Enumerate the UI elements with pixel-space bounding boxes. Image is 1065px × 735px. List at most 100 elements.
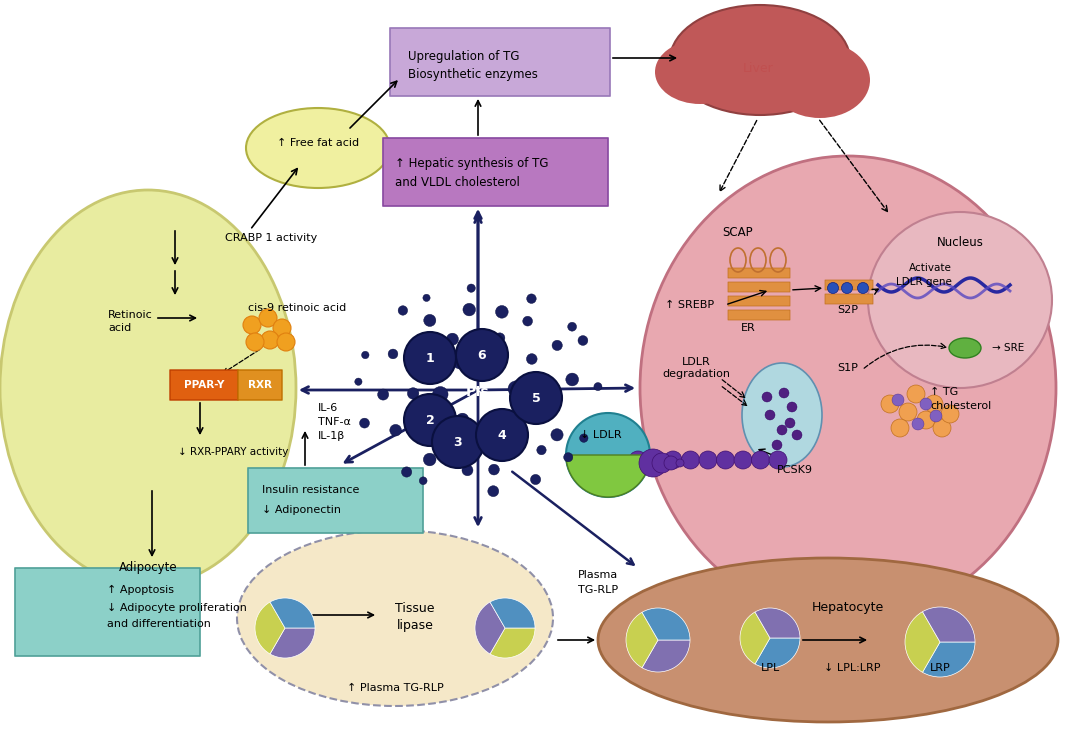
Ellipse shape bbox=[640, 156, 1056, 620]
Wedge shape bbox=[475, 602, 505, 654]
Wedge shape bbox=[255, 602, 285, 654]
Circle shape bbox=[456, 413, 469, 426]
Ellipse shape bbox=[246, 108, 390, 188]
Text: TG-RLP: TG-RLP bbox=[578, 585, 618, 595]
Circle shape bbox=[488, 412, 502, 426]
Wedge shape bbox=[490, 628, 535, 658]
Circle shape bbox=[495, 306, 508, 318]
Circle shape bbox=[578, 336, 588, 345]
Circle shape bbox=[792, 430, 802, 440]
Circle shape bbox=[907, 385, 925, 403]
Text: 2: 2 bbox=[426, 414, 435, 426]
Circle shape bbox=[530, 474, 541, 484]
Circle shape bbox=[361, 351, 368, 359]
Circle shape bbox=[646, 451, 665, 469]
Circle shape bbox=[388, 349, 398, 359]
Wedge shape bbox=[905, 612, 940, 673]
Circle shape bbox=[398, 306, 408, 315]
Ellipse shape bbox=[237, 530, 553, 706]
FancyBboxPatch shape bbox=[237, 370, 282, 400]
Circle shape bbox=[402, 467, 412, 477]
Circle shape bbox=[930, 410, 943, 422]
FancyBboxPatch shape bbox=[825, 294, 873, 304]
Circle shape bbox=[785, 418, 794, 428]
Circle shape bbox=[277, 333, 295, 351]
Text: RXR: RXR bbox=[248, 380, 272, 390]
Circle shape bbox=[510, 372, 562, 424]
Circle shape bbox=[453, 354, 468, 369]
Circle shape bbox=[769, 451, 787, 469]
Wedge shape bbox=[490, 598, 535, 628]
Circle shape bbox=[933, 419, 951, 437]
Text: Hepatocyte: Hepatocyte bbox=[812, 601, 884, 614]
Ellipse shape bbox=[868, 212, 1052, 388]
Circle shape bbox=[920, 398, 932, 410]
Wedge shape bbox=[271, 598, 315, 628]
Circle shape bbox=[891, 419, 910, 437]
Circle shape bbox=[925, 395, 943, 413]
Circle shape bbox=[378, 389, 389, 400]
Wedge shape bbox=[922, 607, 974, 642]
Text: ↑ TG: ↑ TG bbox=[930, 387, 958, 397]
Text: IL-6: IL-6 bbox=[318, 403, 339, 413]
Circle shape bbox=[488, 486, 498, 497]
Text: Tissue: Tissue bbox=[395, 601, 435, 614]
Circle shape bbox=[652, 453, 672, 473]
Text: 3: 3 bbox=[454, 436, 462, 448]
Circle shape bbox=[446, 333, 458, 345]
Ellipse shape bbox=[655, 40, 746, 104]
Circle shape bbox=[468, 284, 475, 293]
FancyBboxPatch shape bbox=[248, 468, 423, 533]
Text: LDLR gene: LDLR gene bbox=[896, 277, 952, 287]
Text: TNF-α: TNF-α bbox=[318, 417, 350, 427]
Circle shape bbox=[841, 282, 852, 293]
Wedge shape bbox=[642, 640, 690, 672]
Text: LDLR
degradation: LDLR degradation bbox=[662, 357, 730, 379]
FancyBboxPatch shape bbox=[728, 310, 790, 320]
Circle shape bbox=[699, 451, 717, 469]
Circle shape bbox=[881, 395, 899, 413]
Text: and differentiation: and differentiation bbox=[106, 619, 211, 629]
Circle shape bbox=[432, 416, 484, 468]
Text: S1P: S1P bbox=[837, 363, 858, 373]
Ellipse shape bbox=[566, 413, 650, 497]
FancyBboxPatch shape bbox=[728, 296, 790, 306]
Circle shape bbox=[537, 390, 548, 401]
Text: and VLDL cholesterol: and VLDL cholesterol bbox=[395, 176, 520, 188]
Text: LRP: LRP bbox=[930, 663, 950, 673]
Circle shape bbox=[360, 418, 370, 428]
Circle shape bbox=[419, 416, 429, 426]
Text: PIs: PIs bbox=[466, 385, 490, 399]
Circle shape bbox=[629, 451, 648, 469]
Circle shape bbox=[563, 453, 573, 462]
Circle shape bbox=[495, 435, 508, 448]
Text: Retinoic: Retinoic bbox=[108, 310, 152, 320]
Circle shape bbox=[787, 402, 797, 412]
Text: 1: 1 bbox=[426, 351, 435, 365]
Circle shape bbox=[390, 424, 402, 436]
Circle shape bbox=[941, 405, 958, 423]
Circle shape bbox=[526, 354, 537, 365]
Text: ↑ Hepatic synthesis of TG: ↑ Hepatic synthesis of TG bbox=[395, 157, 548, 170]
Circle shape bbox=[761, 392, 772, 402]
Text: Plasma: Plasma bbox=[578, 570, 618, 580]
FancyBboxPatch shape bbox=[15, 568, 200, 656]
Text: ↑ SREBP: ↑ SREBP bbox=[665, 300, 715, 310]
Circle shape bbox=[408, 387, 419, 399]
Circle shape bbox=[552, 340, 562, 351]
FancyBboxPatch shape bbox=[390, 28, 610, 96]
Circle shape bbox=[424, 453, 436, 466]
Wedge shape bbox=[642, 608, 690, 640]
Circle shape bbox=[432, 387, 448, 402]
Text: → SRE: → SRE bbox=[992, 343, 1025, 353]
Circle shape bbox=[537, 445, 546, 455]
Text: PCSK9: PCSK9 bbox=[777, 465, 813, 475]
Circle shape bbox=[527, 294, 536, 304]
Circle shape bbox=[243, 316, 261, 334]
Circle shape bbox=[259, 309, 277, 327]
Text: Insulin resistance: Insulin resistance bbox=[262, 485, 359, 495]
Text: LPL: LPL bbox=[760, 663, 780, 673]
Text: ↓ Adipocyte proliferation: ↓ Adipocyte proliferation bbox=[106, 603, 247, 613]
Circle shape bbox=[246, 333, 264, 351]
Circle shape bbox=[892, 394, 904, 406]
